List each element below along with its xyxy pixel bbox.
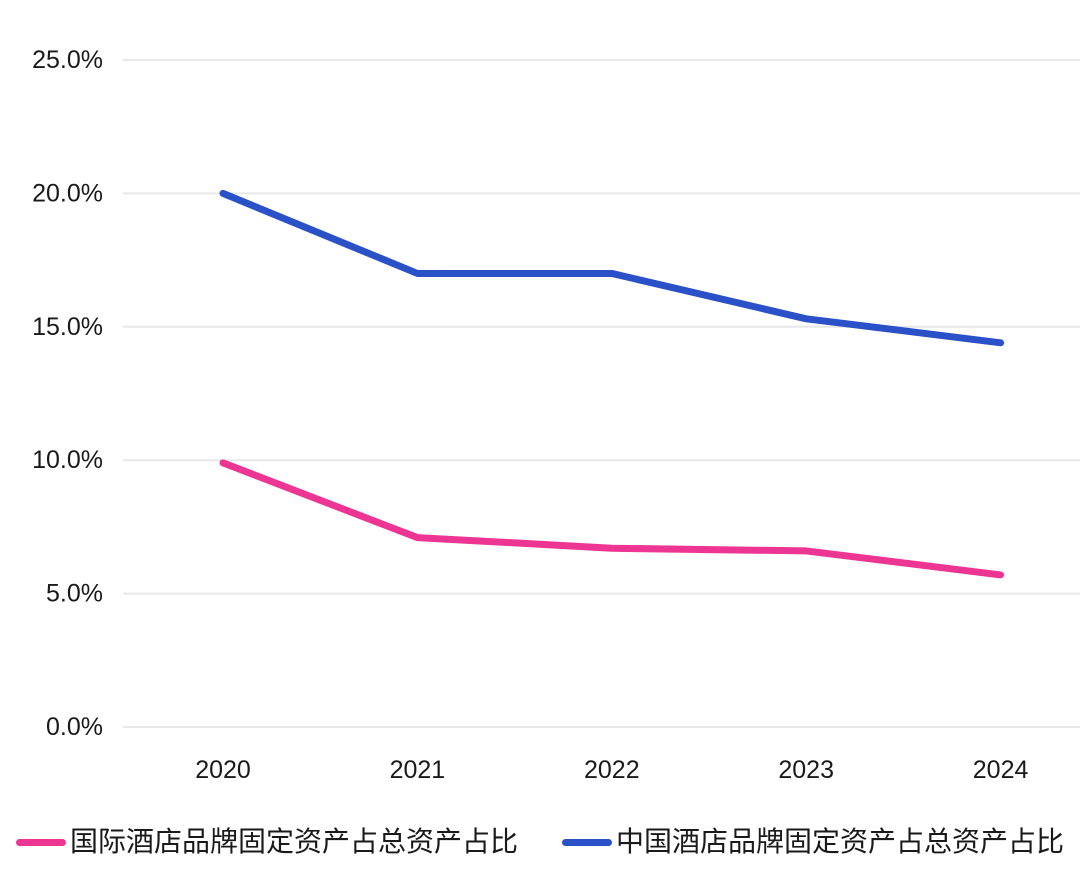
y-tick-label: 0.0% bbox=[46, 713, 103, 741]
legend-item-china: 中国酒店品牌固定资产占总资产占比 bbox=[562, 824, 1064, 860]
y-tick-label: 20.0% bbox=[32, 179, 103, 207]
y-tick-label: 10.0% bbox=[32, 446, 103, 474]
x-tick-label: 2023 bbox=[778, 756, 834, 784]
x-tick-label: 2020 bbox=[195, 756, 251, 784]
legend-swatch-international-icon bbox=[15, 838, 66, 846]
x-tick-label: 2024 bbox=[973, 756, 1029, 784]
legend-swatch-china-icon bbox=[562, 838, 612, 846]
legend-label-international: 国际酒店品牌固定资产占总资产占比 bbox=[69, 826, 518, 857]
series-line-1 bbox=[219, 189, 1005, 347]
x-tick-label: 2021 bbox=[390, 756, 446, 784]
series-line-0 bbox=[219, 459, 1005, 579]
x-tick-label: 2022 bbox=[584, 756, 640, 784]
legend-item-international: 国际酒店品牌固定资产占总资产占比 bbox=[15, 824, 518, 860]
legend: 国际酒店品牌固定资产占总资产占比 中国酒店品牌固定资产占总资产占比 bbox=[0, 824, 1080, 860]
y-tick-label: 15.0% bbox=[32, 313, 103, 341]
legend-label-china: 中国酒店品牌固定资产占总资产占比 bbox=[616, 826, 1065, 857]
y-tick-label: 25.0% bbox=[32, 46, 103, 74]
y-tick-label: 5.0% bbox=[46, 580, 103, 608]
